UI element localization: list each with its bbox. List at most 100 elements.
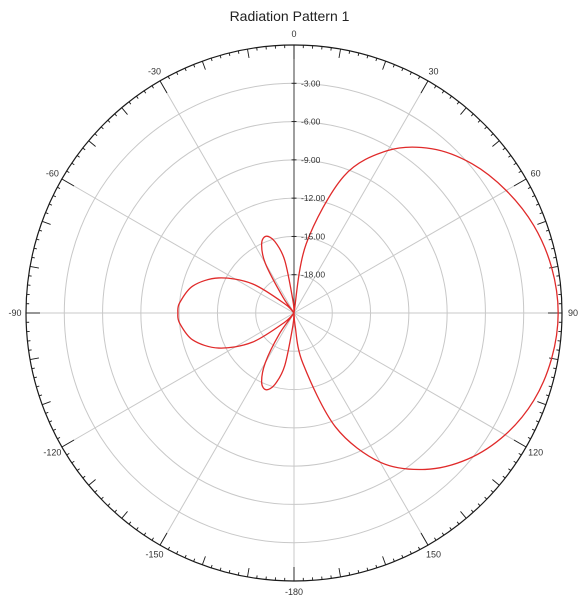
outer-tick bbox=[537, 220, 546, 225]
outer-tick bbox=[66, 453, 70, 456]
outer-tick bbox=[228, 52, 231, 56]
outer-tick bbox=[449, 95, 452, 99]
radial-tick-label: -6.00 bbox=[301, 117, 321, 127]
angle-tick-label: 120 bbox=[528, 448, 543, 458]
outer-tick bbox=[535, 203, 540, 206]
grid-spoke bbox=[61, 178, 295, 314]
outer-tick bbox=[167, 546, 170, 550]
outer-tick bbox=[94, 133, 98, 137]
outer-tick bbox=[184, 554, 187, 559]
angle-tick-label: -150 bbox=[145, 550, 163, 560]
outer-tick bbox=[539, 212, 543, 215]
outer-tick bbox=[48, 420, 53, 423]
outer-tick bbox=[82, 475, 86, 479]
grid-spoke bbox=[293, 80, 429, 314]
outer-tick bbox=[210, 57, 213, 62]
outer-tick bbox=[508, 155, 512, 158]
angle-tick-label: -90 bbox=[8, 308, 21, 318]
outer-tick bbox=[513, 162, 517, 166]
outer-tick bbox=[553, 367, 557, 370]
outer-tick bbox=[484, 126, 488, 130]
outer-tick bbox=[456, 521, 460, 525]
outer-tick bbox=[551, 376, 555, 379]
outer-tick bbox=[76, 155, 80, 158]
grid-spoke bbox=[293, 312, 527, 448]
outer-tick bbox=[151, 85, 154, 89]
outer-tick bbox=[45, 411, 49, 414]
outer-tick bbox=[357, 570, 360, 574]
outer-tick bbox=[201, 61, 206, 70]
outer-tick bbox=[88, 479, 96, 486]
outer-tick bbox=[539, 411, 543, 414]
outer-tick bbox=[114, 509, 118, 513]
outer-tick bbox=[492, 140, 500, 147]
angle-tick-label: -30 bbox=[148, 66, 161, 76]
outer-tick bbox=[237, 572, 240, 576]
angle-tick-label: -60 bbox=[46, 169, 59, 179]
outer-tick bbox=[57, 437, 61, 440]
radial-tick-label: -3.00 bbox=[301, 78, 321, 88]
outer-tick bbox=[121, 107, 128, 115]
outer-tick bbox=[36, 238, 40, 241]
outer-tick bbox=[441, 90, 445, 94]
chart-title: Radiation Pattern 1 bbox=[229, 8, 350, 24]
outer-tick bbox=[61, 439, 75, 448]
outer-tick bbox=[418, 76, 421, 80]
outer-tick bbox=[71, 460, 75, 464]
outer-tick bbox=[420, 80, 429, 94]
outer-tick bbox=[31, 367, 35, 370]
outer-tick bbox=[193, 558, 196, 562]
outer-tick bbox=[71, 162, 75, 166]
outer-tick bbox=[128, 521, 132, 525]
grid-spoke bbox=[293, 312, 429, 546]
outer-tick bbox=[553, 256, 557, 259]
outer-tick bbox=[418, 546, 421, 550]
angle-tick-label: -120 bbox=[43, 448, 61, 458]
outer-tick bbox=[167, 76, 170, 80]
outer-tick bbox=[76, 468, 80, 471]
outer-tick bbox=[143, 532, 147, 536]
outer-tick bbox=[449, 527, 452, 531]
outer-tick bbox=[247, 48, 250, 59]
outer-tick bbox=[348, 50, 351, 54]
outer-tick bbox=[159, 80, 168, 94]
pattern-line bbox=[177, 146, 559, 471]
outer-tick bbox=[176, 550, 179, 555]
outer-tick bbox=[52, 428, 57, 431]
outer-tick bbox=[210, 564, 213, 569]
outer-tick bbox=[484, 496, 488, 500]
outer-tick bbox=[33, 376, 37, 379]
outer-tick bbox=[38, 394, 43, 397]
outer-tick bbox=[535, 420, 540, 423]
radial-tick-label: -12.00 bbox=[301, 193, 325, 203]
outer-tick bbox=[375, 57, 378, 62]
outer-tick bbox=[219, 55, 222, 59]
angle-tick-label: 60 bbox=[531, 169, 541, 179]
outer-tick bbox=[548, 357, 559, 360]
outer-tick bbox=[114, 113, 118, 117]
outer-tick bbox=[537, 401, 546, 406]
outer-tick bbox=[42, 220, 51, 225]
outer-tick bbox=[470, 509, 474, 513]
grid-spoke bbox=[159, 312, 295, 546]
outer-tick bbox=[94, 489, 98, 493]
label-layer: 0 30 60 90 120 150 -180 -150 -120 -90 -60 -30 -3.00 -… bbox=[8, 29, 578, 596]
outer-tick bbox=[100, 126, 104, 130]
outer-tick bbox=[518, 453, 522, 456]
outer-tick bbox=[527, 437, 531, 440]
angle-tick-label: 30 bbox=[428, 66, 438, 76]
outer-tick bbox=[219, 567, 222, 571]
outer-tick bbox=[143, 90, 147, 94]
outer-tick bbox=[392, 64, 395, 68]
outer-tick bbox=[477, 119, 481, 123]
outer-tick bbox=[82, 147, 86, 151]
series-layer bbox=[177, 146, 559, 471]
outer-tick bbox=[136, 95, 139, 99]
outer-tick bbox=[502, 475, 506, 479]
outer-tick bbox=[29, 357, 40, 360]
outer-tick bbox=[508, 468, 512, 471]
outer-tick bbox=[401, 554, 404, 559]
outer-tick bbox=[36, 385, 40, 388]
outer-tick bbox=[42, 401, 51, 406]
